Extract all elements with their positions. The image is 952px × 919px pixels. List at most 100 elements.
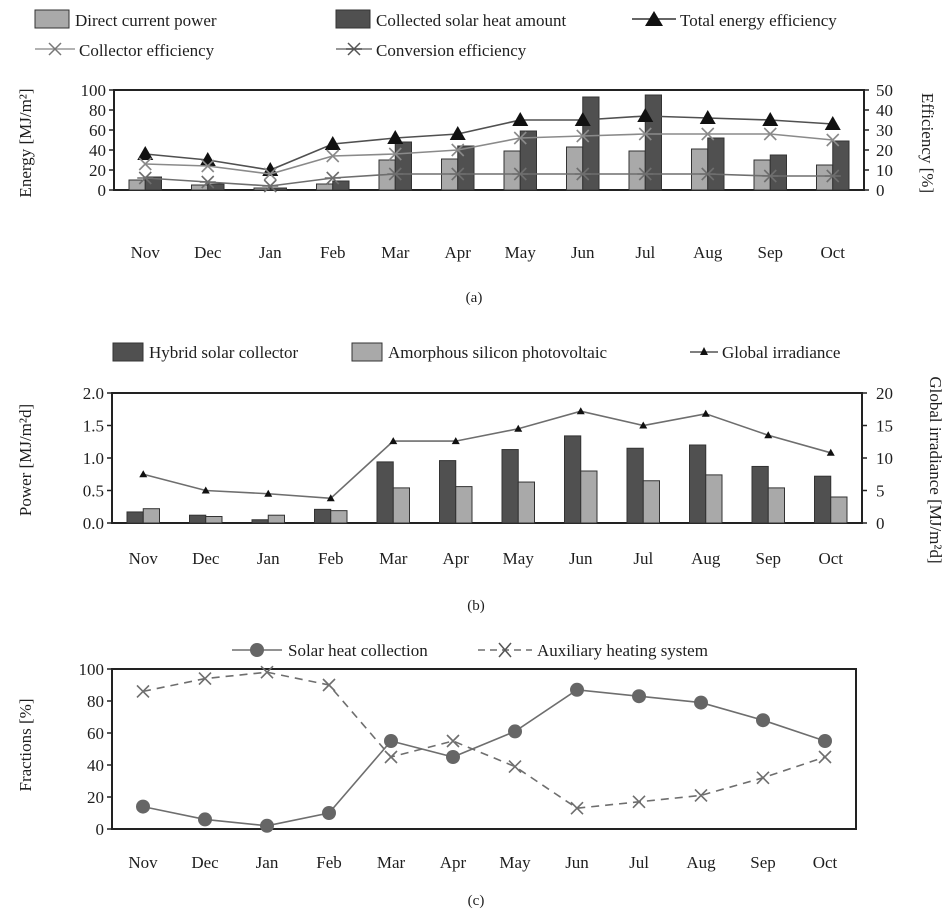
y2-tick-label: 10 <box>876 161 893 180</box>
bar-hybrid-solar-collector <box>126 511 144 524</box>
x-tick-label: Feb <box>320 243 346 262</box>
point-total-energy-efficiency <box>324 136 341 150</box>
legend-swatch-collector-efficiency <box>35 42 75 56</box>
bar-direct-current-power <box>316 183 334 191</box>
point-auxiliary-heating-system <box>818 750 832 764</box>
point-total-energy-efficiency <box>574 112 591 126</box>
point-auxiliary-heating-system <box>446 734 460 748</box>
legend-label-solar-heat-collection: Solar heat collection <box>288 641 428 660</box>
x-tick-label: Feb <box>316 853 342 872</box>
x-tick-label: Mar <box>381 243 410 262</box>
bar-hybrid-solar-collector <box>439 460 457 524</box>
y-axis-title-b: Power [MJ/m²d] <box>16 404 35 516</box>
panel-c: Solar heat collection Auxiliary heating … <box>16 641 857 909</box>
bar-amorphous-silicon-photovoltaic <box>517 481 535 524</box>
bar-direct-current-power <box>691 148 709 191</box>
point-solar-heat-collection <box>322 806 336 820</box>
point-collector-efficiency <box>513 131 527 145</box>
point-total-energy-efficiency <box>637 108 654 122</box>
y-tick-label: 20 <box>87 788 104 807</box>
bar-collected-solar-heat-amount <box>769 154 787 191</box>
x-tick-label: Apr <box>443 549 470 568</box>
legend-swatch-hybrid-collector <box>112 342 144 362</box>
y2-tick-label: 0 <box>876 181 885 200</box>
x-tick-label: Jun <box>571 243 595 262</box>
bar-hybrid-solar-collector <box>626 447 644 524</box>
x-tick-label: Apr <box>440 853 467 872</box>
point-auxiliary-heating-system <box>136 684 150 698</box>
line-total-energy-efficiency <box>145 115 833 171</box>
point-conversion-efficiency <box>387 167 404 181</box>
point-collector-efficiency <box>138 157 152 171</box>
legend-c: Solar heat collection Auxiliary heating … <box>232 641 708 660</box>
bar-amorphous-silicon-photovoltaic <box>642 480 660 524</box>
legend-swatch-auxiliary-heating <box>478 642 532 658</box>
point-conversion-efficiency <box>762 169 779 183</box>
point-auxiliary-heating-system <box>694 788 708 802</box>
point-auxiliary-heating-system <box>198 672 212 686</box>
point-solar-heat-collection <box>136 799 150 814</box>
x-tick-label: Jul <box>629 853 649 872</box>
point-global-irradiance <box>264 489 273 497</box>
x-tick-label: Nov <box>129 549 159 568</box>
bar-collected-solar-heat-amount <box>832 140 850 191</box>
bar-amorphous-silicon-photovoltaic <box>267 514 285 524</box>
bar-amorphous-silicon-photovoltaic <box>205 516 223 524</box>
point-auxiliary-heating-system <box>508 760 522 774</box>
y-axis-title-c: Fractions [%] <box>16 698 35 791</box>
point-conversion-efficiency <box>512 167 529 181</box>
point-total-energy-efficiency <box>762 112 779 126</box>
point-auxiliary-heating-system <box>322 678 336 692</box>
legend-label-total-efficiency: Total energy efficiency <box>680 11 837 30</box>
y2-tick-label: 5 <box>876 482 885 501</box>
point-auxiliary-heating-system <box>260 665 274 679</box>
x-tick-label: Jan <box>257 549 280 568</box>
point-total-energy-efficiency <box>512 112 529 126</box>
point-collector-efficiency <box>701 127 715 141</box>
bar-amorphous-silicon-photovoltaic <box>330 510 348 524</box>
point-solar-heat-collection <box>384 734 398 748</box>
line-solar-heat-collection <box>142 688 826 827</box>
point-global-irradiance <box>576 407 585 415</box>
legend-swatch-amorphous-pv <box>351 342 383 362</box>
x-tick-label: Sep <box>756 549 782 568</box>
bar-hybrid-solar-collector <box>314 508 332 524</box>
point-global-irradiance <box>826 448 835 456</box>
point-conversion-efficiency <box>824 169 841 183</box>
line-collector-efficiency <box>145 133 833 175</box>
x-tick-label: Feb <box>318 549 344 568</box>
y2-tick-label: 15 <box>876 417 893 436</box>
legend-label-conversion-efficiency: Conversion efficiency <box>376 41 527 60</box>
y-tick-label: 1.5 <box>83 417 104 436</box>
x-tick-label: Aug <box>686 853 716 872</box>
y2-tick-label: 20 <box>876 141 893 160</box>
point-solar-heat-collection <box>818 734 832 748</box>
point-collector-efficiency <box>263 167 277 181</box>
x-tick-label: Nov <box>131 243 161 262</box>
point-solar-heat-collection <box>756 713 770 728</box>
point-solar-heat-collection <box>446 750 460 764</box>
y-tick-label: 80 <box>87 692 104 711</box>
point-global-irradiance <box>389 437 398 445</box>
point-collector-efficiency <box>451 143 465 157</box>
x-tick-label: Dec <box>194 243 222 262</box>
bar-collected-solar-heat-amount <box>519 130 537 191</box>
legend-swatch-solar-heat-collection <box>232 643 282 657</box>
bar-collected-solar-heat-amount <box>144 176 162 191</box>
x-tick-label: Aug <box>693 243 723 262</box>
bar-hybrid-solar-collector <box>189 514 207 524</box>
legend-swatch-dc-power <box>34 9 70 29</box>
caption-a: (a) <box>466 290 483 306</box>
point-solar-heat-collection <box>198 812 212 827</box>
x-tick-label: Jun <box>569 549 593 568</box>
legend-label-amorphous-pv: Amorphous silicon photovoltaic <box>388 343 608 362</box>
bar-amorphous-silicon-photovoltaic <box>392 487 410 524</box>
point-auxiliary-heating-system <box>756 771 770 785</box>
x-tick-label: Jan <box>259 243 282 262</box>
line-conversion-efficiency <box>145 173 833 187</box>
point-total-energy-efficiency <box>699 110 716 124</box>
y2-tick-label: 20 <box>876 384 893 403</box>
y2-tick-label: 0 <box>876 514 885 533</box>
y-tick-label: 1.0 <box>83 449 104 468</box>
legend-label-hybrid-collector: Hybrid solar collector <box>149 343 299 362</box>
